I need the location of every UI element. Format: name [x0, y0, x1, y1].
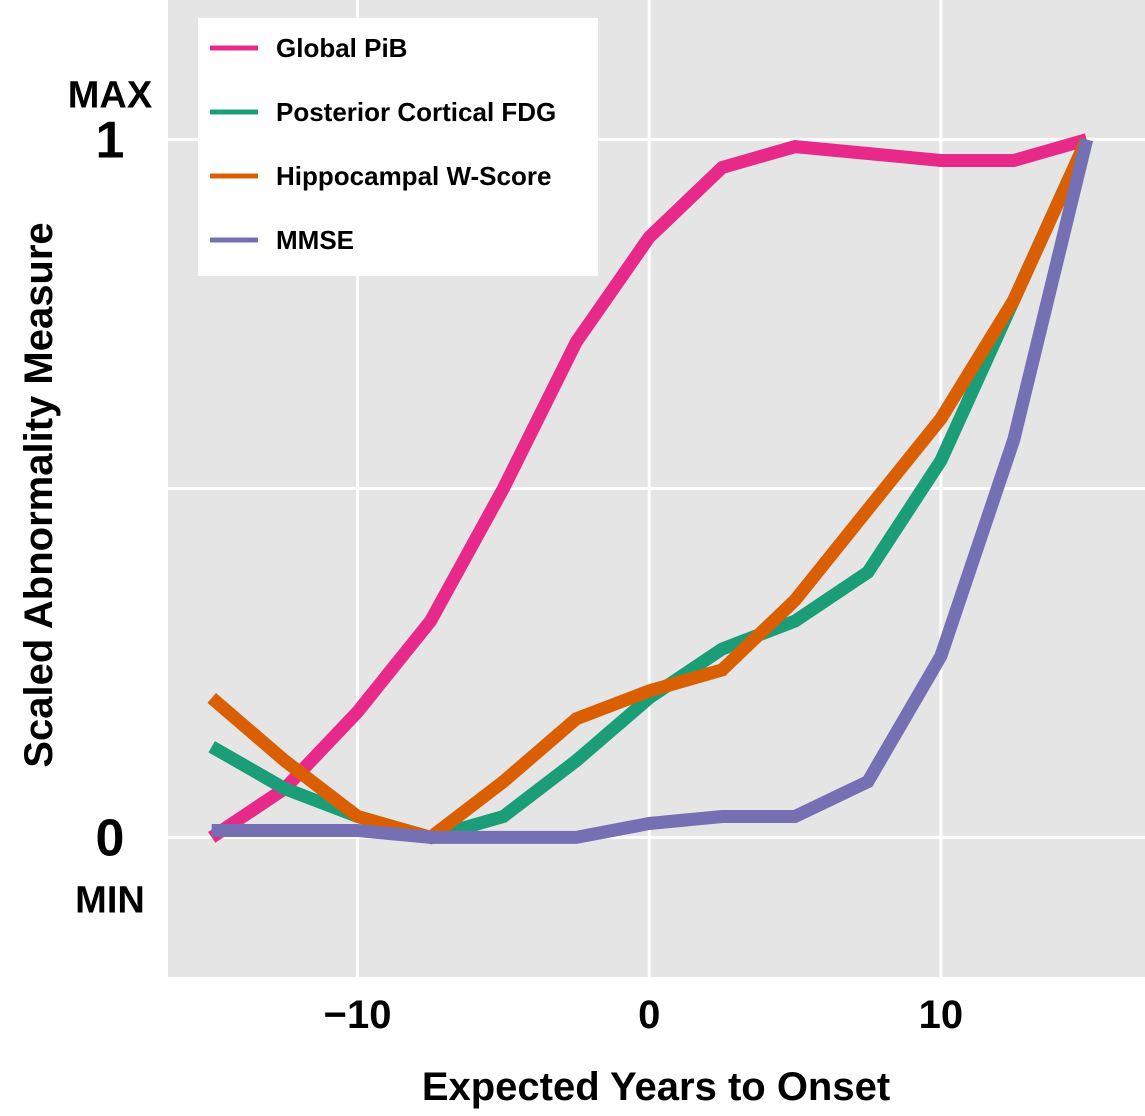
legend-label: Hippocampal W-Score — [276, 161, 551, 191]
legend-box — [198, 18, 598, 276]
series-lines — [207, 133, 1094, 845]
y-tick-label: 0 — [96, 809, 125, 867]
x-axis-title: Expected Years to Onset — [422, 1065, 890, 1109]
x-axis-ticks: −10 0 10 — [324, 993, 963, 1037]
series-line-hippocampal-w-score — [207, 136, 1093, 845]
series-line-mmse — [211, 138, 1094, 844]
y-tick-sublabel: MAX — [68, 75, 153, 117]
series-line-global-pib — [208, 133, 1089, 843]
x-tick-label: 0 — [638, 993, 660, 1037]
legend: Global PiB Posterior Cortical FDG Hippocam… — [198, 18, 598, 276]
y-tick-sublabel: MIN — [75, 879, 145, 921]
x-tick-label: 10 — [919, 993, 964, 1037]
y-axis-title: Scaled Abnormality Measure — [17, 222, 61, 767]
legend-label: MMSE — [276, 225, 354, 255]
legend-label: Posterior Cortical FDG — [276, 97, 556, 127]
legend-label: Global PiB — [276, 33, 407, 63]
y-tick-label: 1 — [96, 112, 125, 170]
x-tick-label: −10 — [324, 993, 392, 1037]
